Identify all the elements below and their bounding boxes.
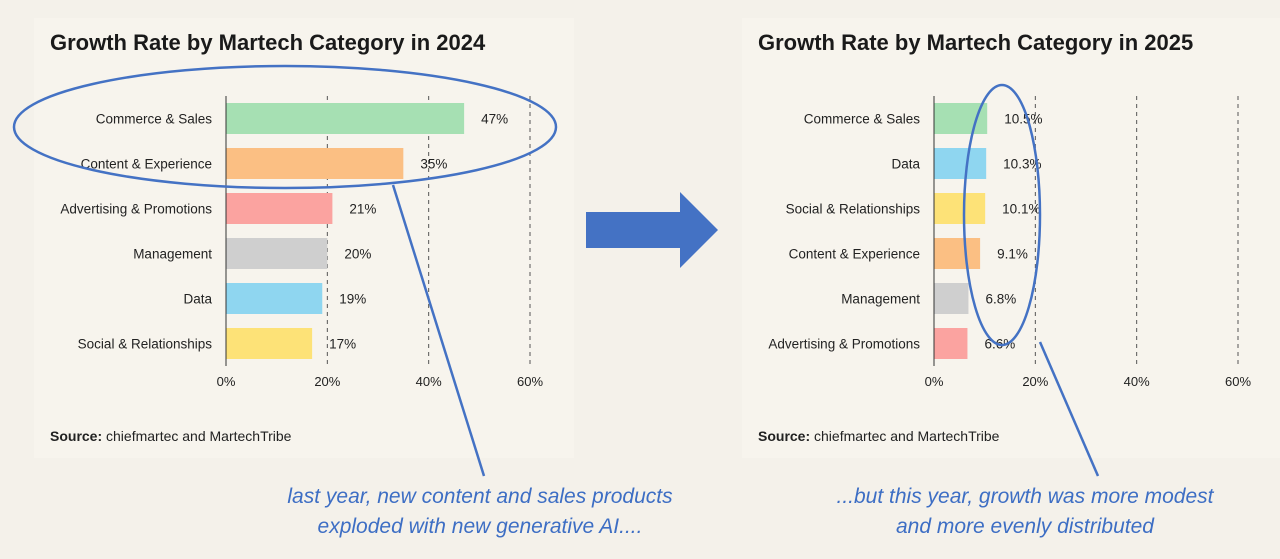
caption-right-line-2: and more evenly distributed bbox=[896, 515, 1154, 538]
category-label: Social & Relationships bbox=[786, 202, 921, 217]
category-label: Management bbox=[841, 292, 920, 307]
x-tick-label: 60% bbox=[517, 374, 543, 389]
source-note: Source: chiefmartec and MartechTribe bbox=[50, 428, 291, 444]
x-tick-label: 60% bbox=[1225, 374, 1251, 389]
bar bbox=[226, 193, 333, 224]
caption-left-line-2: exploded with new generative AI.... bbox=[317, 515, 643, 538]
caption-left-line-1: last year, new content and sales product… bbox=[287, 485, 673, 508]
data-label: 19% bbox=[339, 292, 366, 307]
source-note: Source: chiefmartec and MartechTribe bbox=[758, 428, 999, 444]
bar bbox=[934, 283, 969, 314]
bar bbox=[934, 193, 986, 224]
x-tick-label: 40% bbox=[416, 374, 442, 389]
chart-panel-2025: Growth Rate by Martech Category in 2025 … bbox=[742, 18, 1280, 458]
x-tick-label: 0% bbox=[217, 374, 236, 389]
chart-title: Growth Rate by Martech Category in 2025 bbox=[758, 30, 1194, 55]
data-label: 17% bbox=[329, 337, 356, 352]
data-label: 35% bbox=[420, 157, 447, 172]
data-label: 21% bbox=[349, 202, 376, 217]
data-label: 47% bbox=[481, 112, 508, 127]
chart-title: Growth Rate by Martech Category in 2024 bbox=[50, 30, 486, 55]
data-label: 20% bbox=[344, 247, 371, 262]
category-label: Content & Experience bbox=[789, 247, 920, 262]
caption-right: ...but this year, growth was more modest… bbox=[780, 482, 1270, 542]
data-label: 9.1% bbox=[997, 247, 1028, 262]
bar-chart-2025: 0% 20% 40% 60% Commerce & Sales 10.5% Data 10.3… bbox=[768, 96, 1251, 389]
source-label: Source: bbox=[50, 428, 103, 444]
category-label: Data bbox=[891, 157, 920, 172]
bar-chart-2024: 0% 20% 40% 60% Commerce & Sales 47% Content & … bbox=[60, 96, 543, 389]
bar bbox=[934, 328, 968, 359]
x-tick-label: 0% bbox=[925, 374, 944, 389]
category-label: Advertising & Promotions bbox=[768, 337, 920, 352]
data-label: 6.6% bbox=[984, 337, 1015, 352]
category-label: Advertising & Promotions bbox=[60, 202, 212, 217]
chart-panel-2024: Growth Rate by Martech Category in 2024 … bbox=[34, 18, 574, 458]
bar bbox=[226, 238, 328, 269]
x-tick-label: 20% bbox=[1022, 374, 1048, 389]
data-label: 10.5% bbox=[1004, 112, 1042, 127]
source-text: chiefmartec and MartechTribe bbox=[810, 428, 1000, 444]
category-label: Commerce & Sales bbox=[804, 112, 921, 127]
x-tick-label: 20% bbox=[314, 374, 340, 389]
category-label: Data bbox=[183, 292, 212, 307]
source-label: Source: bbox=[758, 428, 811, 444]
caption-left: last year, new content and sales product… bbox=[220, 482, 740, 542]
source-text: chiefmartec and MartechTribe bbox=[102, 428, 292, 444]
bar bbox=[226, 328, 313, 359]
x-tick-label: 40% bbox=[1124, 374, 1150, 389]
category-label: Management bbox=[133, 247, 212, 262]
bar bbox=[226, 103, 465, 134]
bar bbox=[226, 148, 404, 179]
caption-right-line-1: ...but this year, growth was more modest bbox=[836, 485, 1214, 508]
bar bbox=[934, 238, 981, 269]
bar bbox=[934, 148, 987, 179]
data-label: 6.8% bbox=[985, 292, 1016, 307]
category-label: Commerce & Sales bbox=[96, 112, 213, 127]
category-label: Social & Relationships bbox=[78, 337, 213, 352]
right-arrow-icon bbox=[586, 192, 718, 268]
bar bbox=[226, 283, 323, 314]
bar bbox=[934, 103, 988, 134]
data-label: 10.1% bbox=[1002, 202, 1040, 217]
data-label: 10.3% bbox=[1003, 157, 1041, 172]
category-label: Content & Experience bbox=[81, 157, 212, 172]
